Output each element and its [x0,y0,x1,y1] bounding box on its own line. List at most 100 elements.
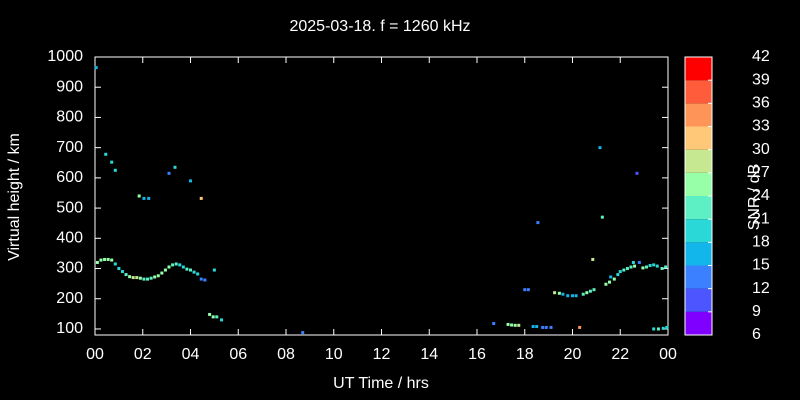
x-axis-label: UT Time / hrs [333,375,429,392]
data-point [95,260,99,264]
data-point [146,277,150,281]
data-point [557,291,561,295]
data-point [616,273,620,277]
x-tick-label: 08 [277,346,295,363]
data-point [641,266,645,270]
data-point [591,257,595,261]
data-point [655,264,659,268]
data-point [171,263,175,267]
data-point [600,215,604,219]
y-tick-label: 300 [56,260,83,277]
x-tick-label: 00 [659,346,677,363]
x-tick-label: 16 [468,346,486,363]
data-point [510,323,514,327]
chart-title: 2025-03-18. f = 1260 kHz [289,18,470,35]
data-point [526,288,530,292]
color-band [685,242,712,266]
data-point [571,294,574,298]
data-point [203,278,207,282]
x-tick-label: 14 [420,346,438,363]
data-point [153,275,157,279]
color-band [685,103,712,127]
data-point [517,323,521,327]
data-point [544,325,548,329]
data-point [196,272,200,276]
data-point [110,258,114,262]
data-point [128,275,132,279]
colorbar-tick-label: 30 [752,141,770,158]
data-point [117,267,121,271]
data-point [661,326,665,330]
data-point [637,260,641,264]
y-tick-label: 900 [56,78,83,95]
colorbar-tick-label: 36 [752,95,770,112]
data-point [652,327,656,331]
x-tick-label: 20 [564,346,582,363]
colorbar-tick-label: 15 [752,257,770,274]
data-point [181,265,185,269]
data-point [553,291,557,295]
data-point [192,270,196,274]
color-band [685,196,712,220]
data-point [124,273,128,277]
data-point [212,268,216,272]
data-point [549,325,553,329]
y-tick-label: 600 [56,169,83,186]
data-point [147,196,151,200]
data-point [531,325,535,329]
data-point [566,294,570,298]
data-point [652,263,656,267]
data-point [598,146,602,150]
x-tick-label: 02 [134,346,152,363]
data-point [635,171,639,175]
data-point [645,265,649,269]
data-point [660,267,664,271]
data-point [208,312,212,316]
color-band [685,126,712,150]
y-tick-label: 200 [56,290,83,307]
colorbar-tick-label: 42 [752,48,770,65]
color-band [685,57,712,81]
data-point [513,323,517,327]
data-point [618,270,622,274]
data-point [625,267,629,271]
data-point [131,276,135,280]
colorbar-tick-label: 24 [752,187,770,204]
data-point [588,289,592,293]
color-band [685,149,712,173]
y-axis-label: Virtual height / km [6,133,23,261]
color-band [685,219,712,243]
data-point [142,196,146,200]
data-point [113,168,117,172]
data-point [163,268,167,272]
x-tick-label: 04 [182,346,200,363]
color-band [685,288,712,312]
y-tick-label: 400 [56,230,83,247]
data-point [585,291,589,295]
data-point [156,274,160,278]
data-point [609,275,613,279]
data-point [561,292,565,296]
data-point [173,165,177,169]
data-point [189,268,192,272]
data-point [633,264,637,268]
colorbar-tick-label: 27 [752,164,770,181]
data-point [523,288,527,292]
data-point [536,221,540,225]
data-point [535,325,539,329]
data-point [113,262,117,266]
x-tick-label: 18 [516,346,534,363]
data-point [541,325,545,329]
data-point [492,322,496,326]
y-tick-label: 100 [56,320,83,337]
data-point [622,268,626,272]
color-band [685,172,712,196]
color-band [685,311,712,335]
data-point [592,288,596,292]
colorbar-label: SNR / dB [746,164,763,231]
x-tick-label: 06 [229,346,247,363]
data-point [189,179,192,183]
colorbar-tick-label: 33 [752,118,770,135]
data-point [99,258,103,262]
